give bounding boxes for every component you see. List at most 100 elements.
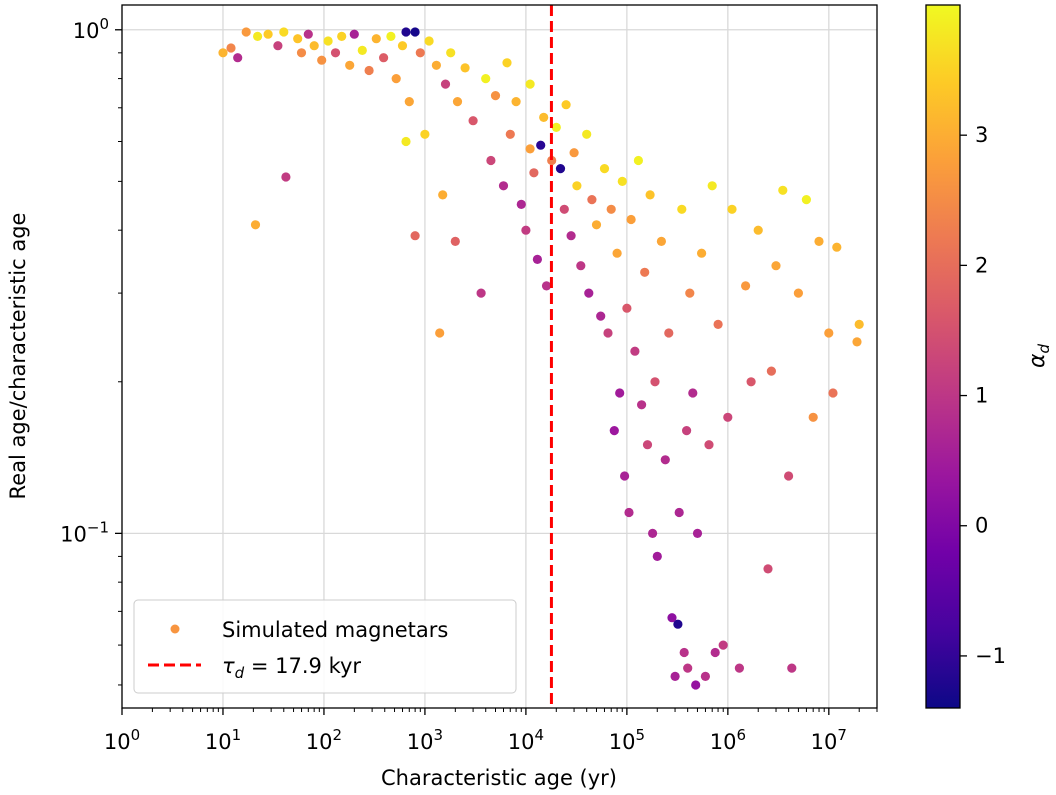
legend-tau-subscript: d: [235, 664, 245, 682]
scatter-point: [349, 29, 359, 39]
colorbar-tick-label: −1: [975, 644, 1006, 668]
scatter-point: [741, 281, 751, 291]
x-axis-label: Characteristic age (yr): [381, 766, 617, 790]
scatter-point: [753, 225, 763, 235]
x-tick-exponent: 6: [736, 726, 746, 744]
x-tick-base: 10: [710, 730, 737, 754]
scatter-point: [440, 79, 451, 89]
scatter-point: [692, 528, 703, 539]
scatter-point: [498, 181, 509, 191]
x-axis: 100 101 102 103 104 105 106 107: [104, 708, 878, 754]
scatter-point: [505, 129, 515, 139]
x-tick-label: 100: [104, 726, 140, 754]
scatter-point: [516, 199, 526, 209]
scatter-point: [438, 190, 448, 200]
scatter-point: [281, 172, 291, 182]
scatter-point: [660, 455, 670, 465]
scatter-point: [379, 53, 389, 63]
scatter-point: [446, 48, 456, 58]
x-tick-label: 105: [609, 726, 645, 754]
scatter-point: [664, 328, 674, 338]
scatter-point: [642, 440, 653, 450]
scatter-point: [683, 663, 693, 673]
y-tick-label: 10−1: [60, 518, 109, 546]
x-tick-exponent: 7: [837, 726, 847, 744]
scatter-point: [670, 671, 680, 682]
scatter-point: [852, 337, 862, 347]
scatter-point: [814, 236, 824, 246]
scatter-point: [364, 65, 374, 76]
scatter-point: [854, 319, 864, 329]
scatter-point: [766, 366, 777, 376]
x-tick-label: 101: [205, 726, 241, 754]
scatter-point: [713, 319, 723, 329]
scatter-point: [673, 619, 683, 629]
scatter-point: [273, 41, 283, 51]
scatter-point: [551, 122, 561, 132]
scatter-point: [559, 204, 569, 214]
scatter-point: [218, 48, 228, 58]
scatter-point: [532, 254, 543, 264]
scatter-point: [685, 288, 695, 298]
scatter-point: [599, 164, 610, 174]
scatter-point: [415, 48, 425, 58]
scatter-point: [476, 288, 486, 298]
scatter-point: [293, 34, 303, 44]
scatter-point: [667, 613, 677, 623]
scatter-point: [502, 58, 512, 68]
x-tick-exponent: 5: [635, 726, 645, 744]
scatter-point: [566, 231, 576, 241]
scatter-point: [727, 204, 737, 214]
colorbar: −1 0 1 2 3 αd: [925, 4, 1053, 709]
scatter-point: [263, 29, 273, 39]
colorbar-gradient: [925, 4, 961, 709]
scatter-point: [525, 79, 535, 89]
y-tick-base: 10: [60, 522, 87, 546]
scatter-point: [397, 41, 408, 51]
scatter-point: [650, 377, 660, 387]
colorbar-label-symbol: α: [1025, 353, 1050, 368]
scatter-point: [309, 41, 319, 51]
y-tick-exponent: −1: [87, 518, 109, 536]
scatter-point: [233, 53, 243, 63]
x-tick-base: 10: [104, 730, 131, 754]
x-tick-exponent: 3: [434, 726, 444, 744]
colorbar-label: αd: [1025, 344, 1053, 369]
scatter-point: [582, 129, 592, 139]
scatter-point: [784, 471, 794, 481]
scatter-point: [569, 148, 579, 158]
scatter-point: [481, 74, 491, 84]
scatter-point: [226, 43, 236, 53]
scatter-point: [337, 31, 347, 41]
colorbar-label-subscript: d: [1035, 344, 1053, 354]
scatter-point: [707, 181, 717, 191]
scatter-point: [828, 388, 838, 398]
scatter-point: [633, 155, 644, 166]
scatter-point: [704, 440, 714, 450]
legend-tau-value: = 17.9 kyr: [244, 654, 361, 678]
legend-label-reference: τd = 17.9 kyr: [222, 654, 361, 682]
x-tick-label: 103: [407, 726, 443, 754]
plot-frame: [121, 4, 878, 709]
scatter-point: [420, 129, 430, 139]
legend-label-scatter: Simulated magnetars: [222, 618, 448, 642]
scatter-point: [250, 220, 261, 230]
x-tick-exponent: 0: [131, 726, 141, 744]
scatter-point: [576, 261, 586, 271]
scatter-point: [539, 112, 549, 122]
scatter-point: [404, 97, 414, 107]
scatter-point: [640, 267, 650, 277]
x-tick-base: 10: [811, 730, 838, 754]
legend-box: [133, 599, 517, 694]
scatter-point: [710, 647, 720, 658]
scatter-point: [778, 185, 788, 195]
scatter-point: [486, 155, 496, 166]
scatter-point: [763, 564, 773, 574]
scatter-point: [609, 426, 619, 436]
scatter-point: [832, 242, 842, 252]
scatter-point: [572, 181, 582, 191]
scatter-point: [279, 27, 289, 37]
scatter-point: [460, 63, 470, 73]
